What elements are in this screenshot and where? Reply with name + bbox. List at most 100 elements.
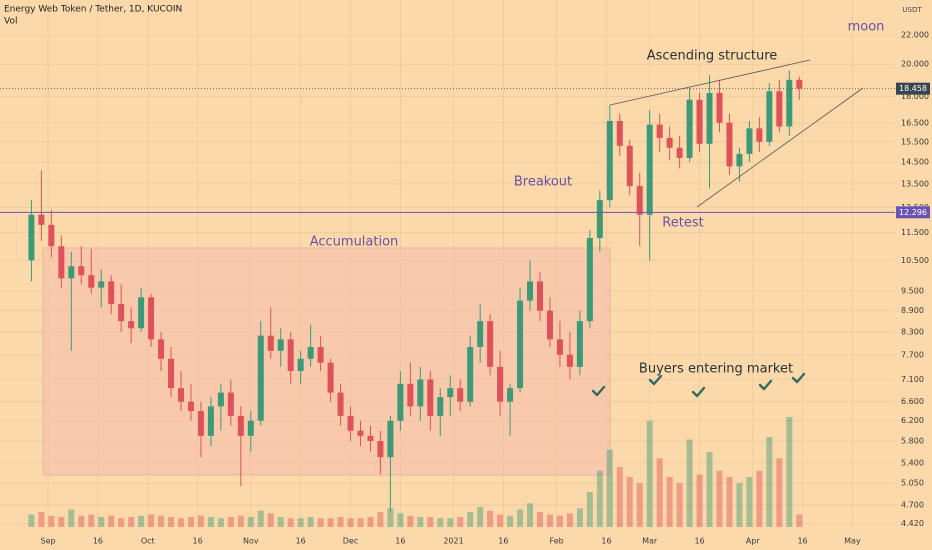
level-label: 12.296 — [899, 208, 927, 217]
volume-bar — [128, 517, 135, 527]
candle-body — [397, 383, 404, 421]
x-tick-label: 16 — [498, 537, 508, 546]
chart-title: Energy Web Token / Tether, 1D, KUCOIN — [4, 5, 182, 15]
x-tick-label: Oct — [141, 537, 155, 546]
y-tick-label: 20.000 — [901, 60, 929, 69]
candle-body — [546, 310, 553, 340]
candle-body — [586, 238, 593, 322]
volume-bar — [786, 417, 793, 527]
volume-bar — [277, 517, 284, 527]
x-tick-label: 16 — [395, 537, 405, 546]
annotations: Accumulation Breakout Retest Ascending stru… — [310, 20, 885, 377]
volume-bar — [267, 513, 274, 527]
y-tick-label: 6.200 — [901, 416, 924, 425]
candle-body — [766, 91, 773, 142]
candle-body — [168, 358, 175, 389]
volume-bar — [177, 518, 184, 527]
volume-bar — [766, 437, 773, 527]
volume-bar — [606, 449, 613, 527]
candle-body — [257, 335, 264, 421]
volume-bar — [297, 518, 304, 527]
y-tick-label: 9.500 — [901, 286, 924, 295]
candle-body — [148, 297, 155, 340]
candle-body — [756, 128, 763, 142]
y-tick-label: 18.000 — [901, 92, 929, 101]
y-tick-label: 10.500 — [901, 256, 929, 265]
volume-bar — [118, 518, 125, 527]
volume-bar — [536, 512, 543, 527]
volume-bar — [517, 509, 524, 527]
volume-bar — [487, 510, 494, 527]
checkmark — [591, 385, 606, 397]
volume-bar — [796, 514, 803, 527]
annotation: Retest — [662, 216, 703, 231]
x-tick-label: Dec — [343, 537, 358, 546]
candle-body — [626, 145, 633, 187]
candle-body — [138, 297, 145, 329]
candle-body — [78, 266, 85, 276]
volume-bar — [586, 492, 593, 527]
x-tick-label: 16 — [797, 537, 807, 546]
candle-body — [177, 388, 184, 402]
volume-bar — [78, 515, 85, 527]
candle-body — [227, 392, 234, 416]
volume-bar — [756, 470, 763, 527]
candle-body — [307, 346, 314, 359]
candle-body — [457, 388, 464, 402]
candle-body — [636, 186, 643, 215]
candle-body — [297, 358, 304, 372]
y-tick-label: 14.500 — [901, 158, 929, 167]
candle-body — [497, 366, 504, 402]
volume-bar — [217, 518, 224, 527]
x-tick-label: Mar — [642, 537, 658, 546]
volume-bar — [38, 512, 45, 527]
candle-body — [187, 401, 194, 412]
volume-bar — [447, 518, 454, 527]
volume-bar — [28, 514, 35, 527]
volume-bar — [437, 518, 444, 527]
candle-body — [287, 339, 294, 372]
volume-bar — [706, 452, 713, 527]
checkmark — [691, 386, 706, 398]
y-tick-label: 5.050 — [901, 479, 924, 488]
annotation: Buyers entering market — [639, 362, 793, 377]
candle-body — [267, 335, 274, 351]
candle-body — [68, 266, 75, 279]
candle-body — [786, 79, 793, 127]
candle-body — [716, 92, 723, 123]
candle-body — [88, 275, 95, 288]
volume-bar — [427, 517, 434, 527]
checkmark — [758, 379, 773, 391]
candle-body — [98, 281, 105, 288]
volume-bar — [98, 517, 105, 527]
volume-bar — [636, 483, 643, 527]
candle-body — [277, 339, 284, 351]
volume-bar — [347, 518, 354, 527]
y-tick-label: 5.400 — [901, 458, 924, 467]
candle-body — [616, 120, 623, 146]
candle-body — [437, 397, 444, 416]
candle-body — [337, 392, 344, 416]
axes: 4.420 4.700 5.050 5.400 5.800 6.200 6.600 7.100… — [41, 31, 930, 546]
volume-bar — [307, 517, 314, 527]
candle-body — [736, 153, 743, 167]
candle-body — [776, 91, 783, 127]
volume-bar — [546, 514, 553, 527]
volume-bar — [666, 477, 673, 527]
y-tick-label: 4.700 — [901, 501, 924, 510]
volume-bar — [696, 474, 703, 527]
candle-body — [646, 124, 653, 215]
currency-label: USDT — [902, 6, 922, 14]
candle-body — [327, 362, 334, 393]
volume-bar — [387, 508, 394, 527]
x-tick-label: May — [844, 537, 861, 546]
level-label-box — [896, 206, 930, 219]
volume-bar — [576, 508, 583, 527]
accumulation-box — [42, 247, 611, 476]
x-tick-label: 16 — [93, 537, 103, 546]
volume-bar — [596, 470, 603, 527]
grid — [0, 0, 895, 530]
volume-bar — [616, 467, 623, 527]
candle-body — [108, 281, 115, 304]
